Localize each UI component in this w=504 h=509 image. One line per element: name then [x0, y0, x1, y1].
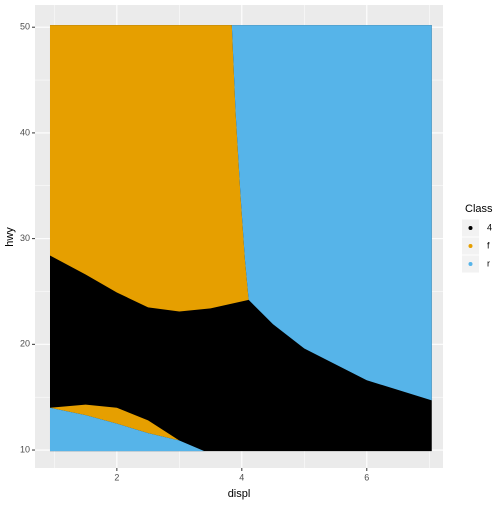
legend-swatch	[468, 262, 473, 266]
x-tick-label: 2	[114, 472, 119, 482]
legend-label: f	[487, 240, 490, 250]
y-tick-label: 40	[20, 127, 30, 137]
class-region	[49, 25, 249, 312]
y-tick-label: 20	[20, 339, 30, 349]
x-axis-label: displ	[228, 488, 251, 500]
y-tick-label: 10	[20, 444, 30, 454]
class-region	[231, 25, 432, 401]
x-tick-label: 6	[364, 472, 369, 482]
axes: 2 4 6 10 20 30 40 50	[20, 22, 369, 483]
legend-label: r	[487, 258, 490, 268]
class-region	[49, 407, 205, 452]
legend-swatch	[468, 244, 473, 248]
legend-label: 4	[487, 222, 492, 232]
legend-title: Class	[465, 203, 493, 215]
y-tick-label: 30	[20, 233, 30, 243]
class-region	[49, 404, 180, 441]
legend-swatch	[468, 226, 473, 230]
y-tick-label: 50	[20, 22, 30, 32]
y-axis-label: hwy	[4, 227, 16, 247]
legend: 4 fr	[462, 219, 492, 273]
x-tick-label: 4	[239, 472, 244, 482]
regions	[49, 25, 432, 452]
